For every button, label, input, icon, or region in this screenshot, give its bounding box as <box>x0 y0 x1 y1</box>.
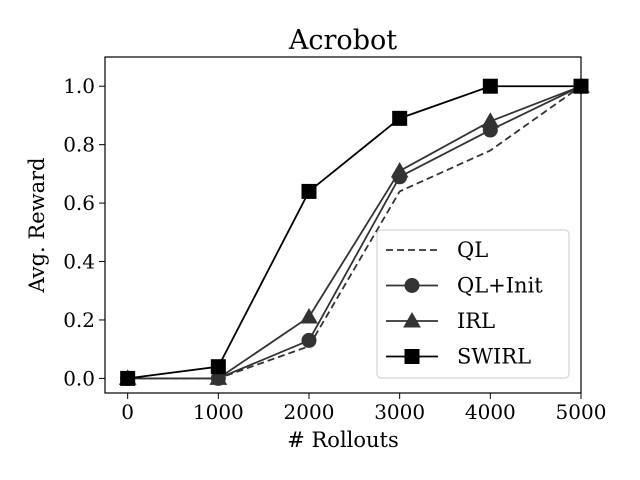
data-point-irl <box>390 161 409 178</box>
plot-series <box>118 77 590 386</box>
data-point-swirl <box>482 78 498 94</box>
legend-label: SWIRL <box>457 345 531 369</box>
y-tick-label: 0.6 <box>63 191 95 215</box>
y-tick-label: 0.2 <box>63 308 95 332</box>
legend-marker <box>403 311 421 328</box>
legend-marker <box>404 349 420 364</box>
legend-item-swirl: SWIRL <box>386 345 531 369</box>
data-point-swirl <box>210 359 226 375</box>
x-tick-label: 2000 <box>284 400 335 424</box>
series-ql <box>127 85 582 380</box>
series-swirl <box>120 78 589 386</box>
y-tick-label: 1.0 <box>63 74 95 98</box>
legend-item-irl: IRL <box>386 309 495 333</box>
y-axis-label: Avg. Reward <box>25 157 49 293</box>
x-axis-ticks: 0 1000 2000 3000 4000 5000 <box>121 393 606 424</box>
legend-label: QL <box>457 238 488 262</box>
y-tick-label: 0.0 <box>63 366 95 390</box>
y-axis-ticks: 0.0 0.2 0.4 0.6 0.8 1.0 <box>63 74 105 390</box>
series-line-irl <box>127 85 582 380</box>
legend: QL QL+Init IRL SWIRL <box>376 229 570 379</box>
data-point-swirl <box>120 370 136 386</box>
x-tick-label: 4000 <box>465 400 516 424</box>
legend-box <box>376 229 570 379</box>
legend-label: QL+Init <box>457 274 543 298</box>
x-tick-label: 5000 <box>556 400 607 424</box>
x-tick-label: 1000 <box>193 400 244 424</box>
legend-item-ql: QL <box>386 238 488 262</box>
y-tick-label: 0.8 <box>63 133 95 157</box>
x-tick-label: 0 <box>121 400 134 424</box>
data-point-irl <box>481 112 500 128</box>
y-tick-label: 0.4 <box>63 250 95 274</box>
legend-marker <box>404 278 420 293</box>
data-point-irl <box>209 369 228 385</box>
series-line-ql <box>127 85 582 380</box>
chart-title: Acrobot <box>288 25 397 56</box>
series-line-swirl <box>127 85 581 380</box>
legend-label: IRL <box>457 309 495 333</box>
legend-item-ql-init: QL+Init <box>386 274 543 298</box>
x-tick-label: 3000 <box>374 400 425 424</box>
data-point-irl <box>300 308 318 324</box>
plot-frame <box>104 56 582 394</box>
data-point-swirl <box>392 110 408 126</box>
data-point-swirl <box>301 183 317 199</box>
x-axis-label: # Rollouts <box>287 428 399 452</box>
data-point-ql-init <box>301 332 317 348</box>
